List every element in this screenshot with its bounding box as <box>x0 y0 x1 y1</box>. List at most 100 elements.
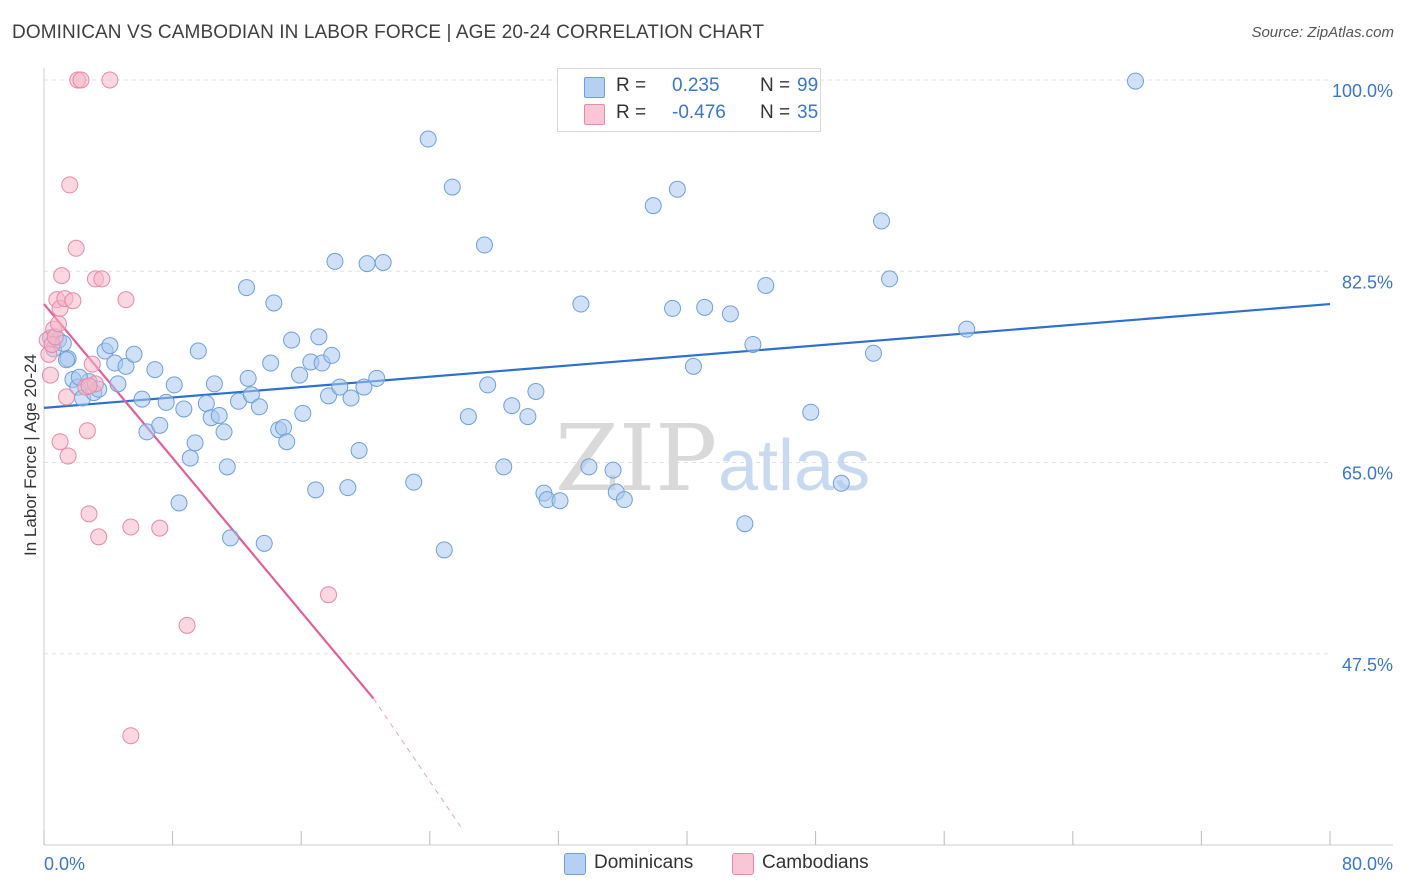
cambodian-point-32 <box>320 586 338 604</box>
dominican-point-94 <box>802 403 820 421</box>
dominican-point-72 <box>479 376 497 394</box>
dominican-point-66 <box>405 473 423 491</box>
legend-dominicans-label: Dominicans <box>594 852 694 873</box>
dominican-point-85 <box>644 197 662 215</box>
tick-labels: 100.0% 82.5% 65.0% 47.5% 0.0% 80.0% <box>44 81 1393 874</box>
cambodian-point-30 <box>178 616 196 634</box>
n-value: 35 <box>797 102 819 123</box>
dominican-point-99 <box>958 320 976 338</box>
dominican-point-89 <box>696 298 714 316</box>
dominican-point-56 <box>326 252 344 270</box>
dominican-point-64 <box>368 369 386 387</box>
cambodian-point-2 <box>41 366 59 384</box>
dominican-point-44 <box>265 294 283 312</box>
dominican-point-36 <box>221 529 239 547</box>
cambodian-point-21 <box>80 505 98 523</box>
dominican-point-96 <box>864 344 882 362</box>
dominican-point-80 <box>572 295 590 313</box>
dominican-point-39 <box>239 369 257 387</box>
dominican-point-49 <box>291 366 309 384</box>
chart-title: DOMINICAN VS CAMBODIAN IN LABOR FORCE | … <box>12 22 765 43</box>
cambodian-point-28 <box>122 518 140 536</box>
dominican-point-79 <box>551 492 569 510</box>
watermark-zip: ZIP <box>555 405 717 512</box>
dominican-point-52 <box>307 481 325 499</box>
source-label: Source: ZipAtlas.com <box>1251 24 1394 41</box>
y-tick-label-2: 65.0% <box>1342 464 1393 484</box>
dominican-point-62 <box>355 378 373 396</box>
dominican-point-90 <box>721 305 739 323</box>
y-tick-label-0: 100.0% <box>1332 81 1393 101</box>
dominican-point-97 <box>873 212 891 230</box>
dominican-point-48 <box>283 331 301 349</box>
dominican-point-88 <box>684 357 702 375</box>
r-label: R = <box>616 75 647 96</box>
dominican-trend-line <box>43 302 1331 409</box>
dominican-point-24 <box>165 376 183 394</box>
dominican-point-34 <box>215 423 233 441</box>
cambodian-point-10 <box>51 433 69 451</box>
dominican-point-28 <box>186 434 204 452</box>
dominican-point-92 <box>744 335 762 353</box>
dominicans-swatch-icon <box>564 853 586 875</box>
dominican-point-26 <box>175 400 193 418</box>
dominican-point-17 <box>117 357 135 375</box>
dominican-point-55 <box>320 387 338 405</box>
r-value: -0.476 <box>672 102 726 123</box>
dominican-point-74 <box>503 397 521 415</box>
dominican-point-18 <box>125 345 143 363</box>
dominican-point-100 <box>1126 72 1144 90</box>
dominican-point-73 <box>495 458 513 476</box>
y-tick-label-3: 47.5% <box>1342 655 1393 675</box>
dominican-point-5 <box>58 351 76 369</box>
dominican-point-69 <box>443 178 461 196</box>
dominican-point-75 <box>519 408 537 426</box>
dominican-point-43 <box>262 354 280 372</box>
x-tick-label-1: 80.0% <box>1342 854 1393 874</box>
dominican-point-76 <box>527 382 545 400</box>
dominican-point-16 <box>109 375 127 393</box>
cambodian-trend-line <box>43 303 375 700</box>
dominican-point-59 <box>339 479 357 497</box>
r-label: R = <box>616 102 647 123</box>
watermark: ZIP atlas <box>555 405 870 512</box>
dominican-point-98 <box>881 270 899 288</box>
cambodian-point-12 <box>58 388 76 406</box>
dominican-point-38 <box>238 279 256 297</box>
dominican-point-25 <box>170 494 188 512</box>
cambodian-point-15 <box>64 292 82 310</box>
dominican-point-46 <box>275 419 293 437</box>
cambodian-point-31 <box>122 727 140 745</box>
dominican-point-21 <box>146 361 164 379</box>
cambodian-point-7 <box>49 315 67 333</box>
dominican-point-83 <box>604 461 622 479</box>
dominican-point-23 <box>157 393 175 411</box>
dominican-point-95 <box>832 474 850 492</box>
dominican-point-65 <box>374 254 392 272</box>
dominican-point-30 <box>197 394 215 412</box>
cambodian-point-26 <box>101 71 119 89</box>
dominicans-swatch-icon <box>584 77 605 98</box>
cambodian-point-13 <box>59 447 77 465</box>
cambodian-trend-extension <box>373 698 463 829</box>
cambodian-point-9 <box>53 267 71 285</box>
dominican-point-60 <box>342 389 360 407</box>
x-tick-label-0: 0.0% <box>44 854 85 874</box>
dominican-point-29 <box>189 342 207 360</box>
cambodians-swatch-icon <box>732 853 754 875</box>
n-label: N = <box>760 102 791 123</box>
cambodian-point-34 <box>80 377 98 395</box>
dominican-point-67 <box>419 130 437 148</box>
trend-lines <box>43 302 1331 829</box>
dominican-point-41 <box>250 398 268 416</box>
n-value: 99 <box>797 75 819 96</box>
dominican-point-35 <box>218 458 236 476</box>
dominican-point-42 <box>255 534 273 552</box>
dominican-point-58 <box>331 378 349 396</box>
dominican-point-14 <box>101 337 119 355</box>
dominican-point-22 <box>151 416 169 434</box>
n-label: N = <box>760 75 791 96</box>
dominican-point-53 <box>310 328 328 346</box>
dominican-point-68 <box>435 541 453 559</box>
